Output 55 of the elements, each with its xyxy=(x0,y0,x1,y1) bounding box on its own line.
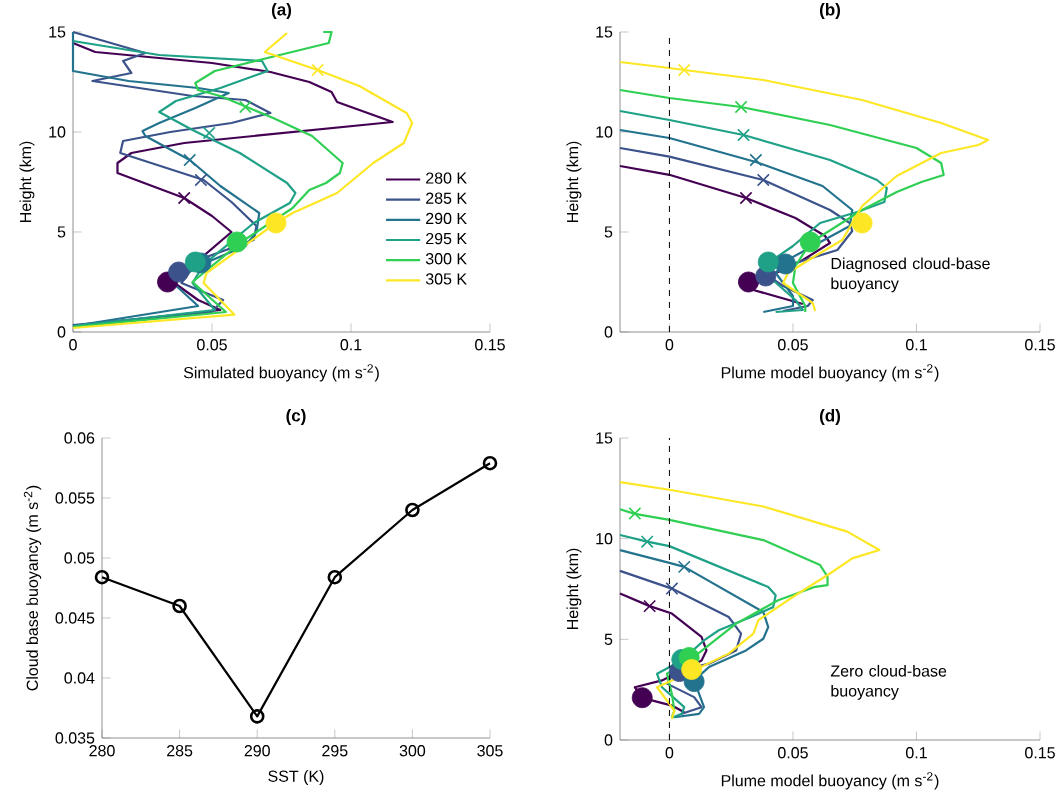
y-tick-label: 15 xyxy=(596,26,613,38)
y-tick-label: 0.04 xyxy=(64,672,95,684)
legend-label: 305 K xyxy=(425,273,467,285)
y-tick-label: 5 xyxy=(604,226,613,238)
y-tick-label: 0 xyxy=(57,326,66,338)
x-tick-label: 300 xyxy=(399,745,426,757)
y-axis-title: Height (km) xyxy=(566,548,582,630)
x-tick-label: 0 xyxy=(665,339,674,351)
annotation: Diagnosed cloud-base buoyancy xyxy=(831,257,990,293)
legend-label: 295 K xyxy=(426,232,467,245)
y-tick-label: 10 xyxy=(596,533,613,545)
y-tick-label: 0.045 xyxy=(55,612,95,624)
y-tick-label: 10 xyxy=(49,126,66,138)
y-tick-label: 5 xyxy=(57,226,66,238)
x-axis-title: Plume model buoyancy (m s$^{-2}$) xyxy=(721,772,939,790)
x-tick-label: 0.1 xyxy=(905,339,927,351)
y-tick-label: 10 xyxy=(596,126,613,138)
x-tick-label: 0 xyxy=(665,747,674,759)
x-tick-label: 0.15 xyxy=(475,339,505,351)
x-tick-label: 295 xyxy=(322,745,348,757)
x-tick-label: 290 xyxy=(244,745,270,757)
x-tick-label: 0.05 xyxy=(778,747,808,759)
annotation: Zero cloud-base buoyancy xyxy=(830,664,947,700)
y-tick-label: 0.035 xyxy=(55,732,95,744)
chart-title: (b) xyxy=(820,3,840,19)
x-axis-title: Plume model buoyancy (m s$^{-2}$) xyxy=(721,364,939,382)
y-tick-label: 0.055 xyxy=(55,492,95,504)
y-tick-label: 5 xyxy=(604,633,613,645)
y-tick-label: 15 xyxy=(49,26,66,38)
x-tick-label: 0.15 xyxy=(1025,339,1055,351)
x-tick-label: 0.15 xyxy=(1025,747,1055,759)
chart-title: (d) xyxy=(820,409,840,425)
chart-title: (a) xyxy=(271,3,292,19)
y-axis-title: Height (km) xyxy=(566,141,582,223)
y-tick-label: 15 xyxy=(596,432,613,444)
legend-label: 300 K xyxy=(425,253,467,265)
y-tick-label: 0.06 xyxy=(64,432,95,444)
x-tick-label: 0.05 xyxy=(778,339,808,351)
legend-label: 285 K xyxy=(426,192,467,204)
x-tick-label: 285 xyxy=(167,745,193,757)
y-tick-label: 0.05 xyxy=(64,552,95,564)
x-axis-title: SST (K) xyxy=(268,770,324,786)
x-tick-label: 0.1 xyxy=(905,747,927,759)
chart-title: (c) xyxy=(286,409,306,425)
y-axis-title: Cloud base buoyancy (m s$^{-2}$) xyxy=(23,485,42,691)
x-tick-label: 280 xyxy=(89,745,115,757)
x-tick-label: 0.05 xyxy=(197,339,227,351)
legend-label: 280 K xyxy=(426,172,467,184)
x-tick-label: 0.1 xyxy=(340,339,362,351)
y-tick-label: 0 xyxy=(604,734,613,746)
legend-label: 290 K xyxy=(426,212,467,225)
x-axis-title: Simulated buoyancy (m s$^{-2}$) xyxy=(183,364,379,382)
y-axis-title: Height (km) xyxy=(19,141,35,223)
y-tick-label: 0 xyxy=(604,326,613,338)
x-tick-label: 305 xyxy=(477,745,503,757)
